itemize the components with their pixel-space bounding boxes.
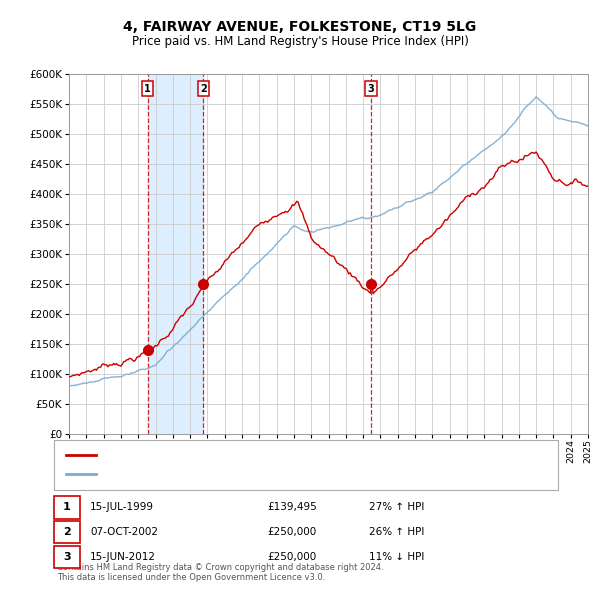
- Text: 4, FAIRWAY AVENUE, FOLKESTONE, CT19 5LG (detached house): 4, FAIRWAY AVENUE, FOLKESTONE, CT19 5LG …: [100, 450, 410, 460]
- Text: 3: 3: [63, 552, 71, 562]
- Text: 2: 2: [63, 527, 71, 537]
- Text: 4, FAIRWAY AVENUE, FOLKESTONE, CT19 5LG: 4, FAIRWAY AVENUE, FOLKESTONE, CT19 5LG: [124, 19, 476, 34]
- Text: HPI: Average price, detached house, Folkestone and Hythe: HPI: Average price, detached house, Folk…: [100, 470, 387, 479]
- Text: 1: 1: [63, 503, 71, 512]
- Text: £139,495: £139,495: [267, 503, 317, 512]
- Text: £250,000: £250,000: [267, 552, 316, 562]
- Bar: [148, 74, 203, 434]
- Text: 15-JUL-1999: 15-JUL-1999: [90, 503, 154, 512]
- Text: £250,000: £250,000: [267, 527, 316, 537]
- Text: 1: 1: [144, 84, 151, 94]
- Text: Price paid vs. HM Land Registry's House Price Index (HPI): Price paid vs. HM Land Registry's House …: [131, 35, 469, 48]
- Text: 27% ↑ HPI: 27% ↑ HPI: [369, 503, 424, 512]
- Text: Contains HM Land Registry data © Crown copyright and database right 2024.
This d: Contains HM Land Registry data © Crown c…: [57, 563, 383, 582]
- Text: 3: 3: [368, 84, 374, 94]
- Text: 26% ↑ HPI: 26% ↑ HPI: [369, 527, 424, 537]
- Text: 15-JUN-2012: 15-JUN-2012: [90, 552, 156, 562]
- Text: 2: 2: [200, 84, 207, 94]
- Text: 11% ↓ HPI: 11% ↓ HPI: [369, 552, 424, 562]
- Text: 07-OCT-2002: 07-OCT-2002: [90, 527, 158, 537]
